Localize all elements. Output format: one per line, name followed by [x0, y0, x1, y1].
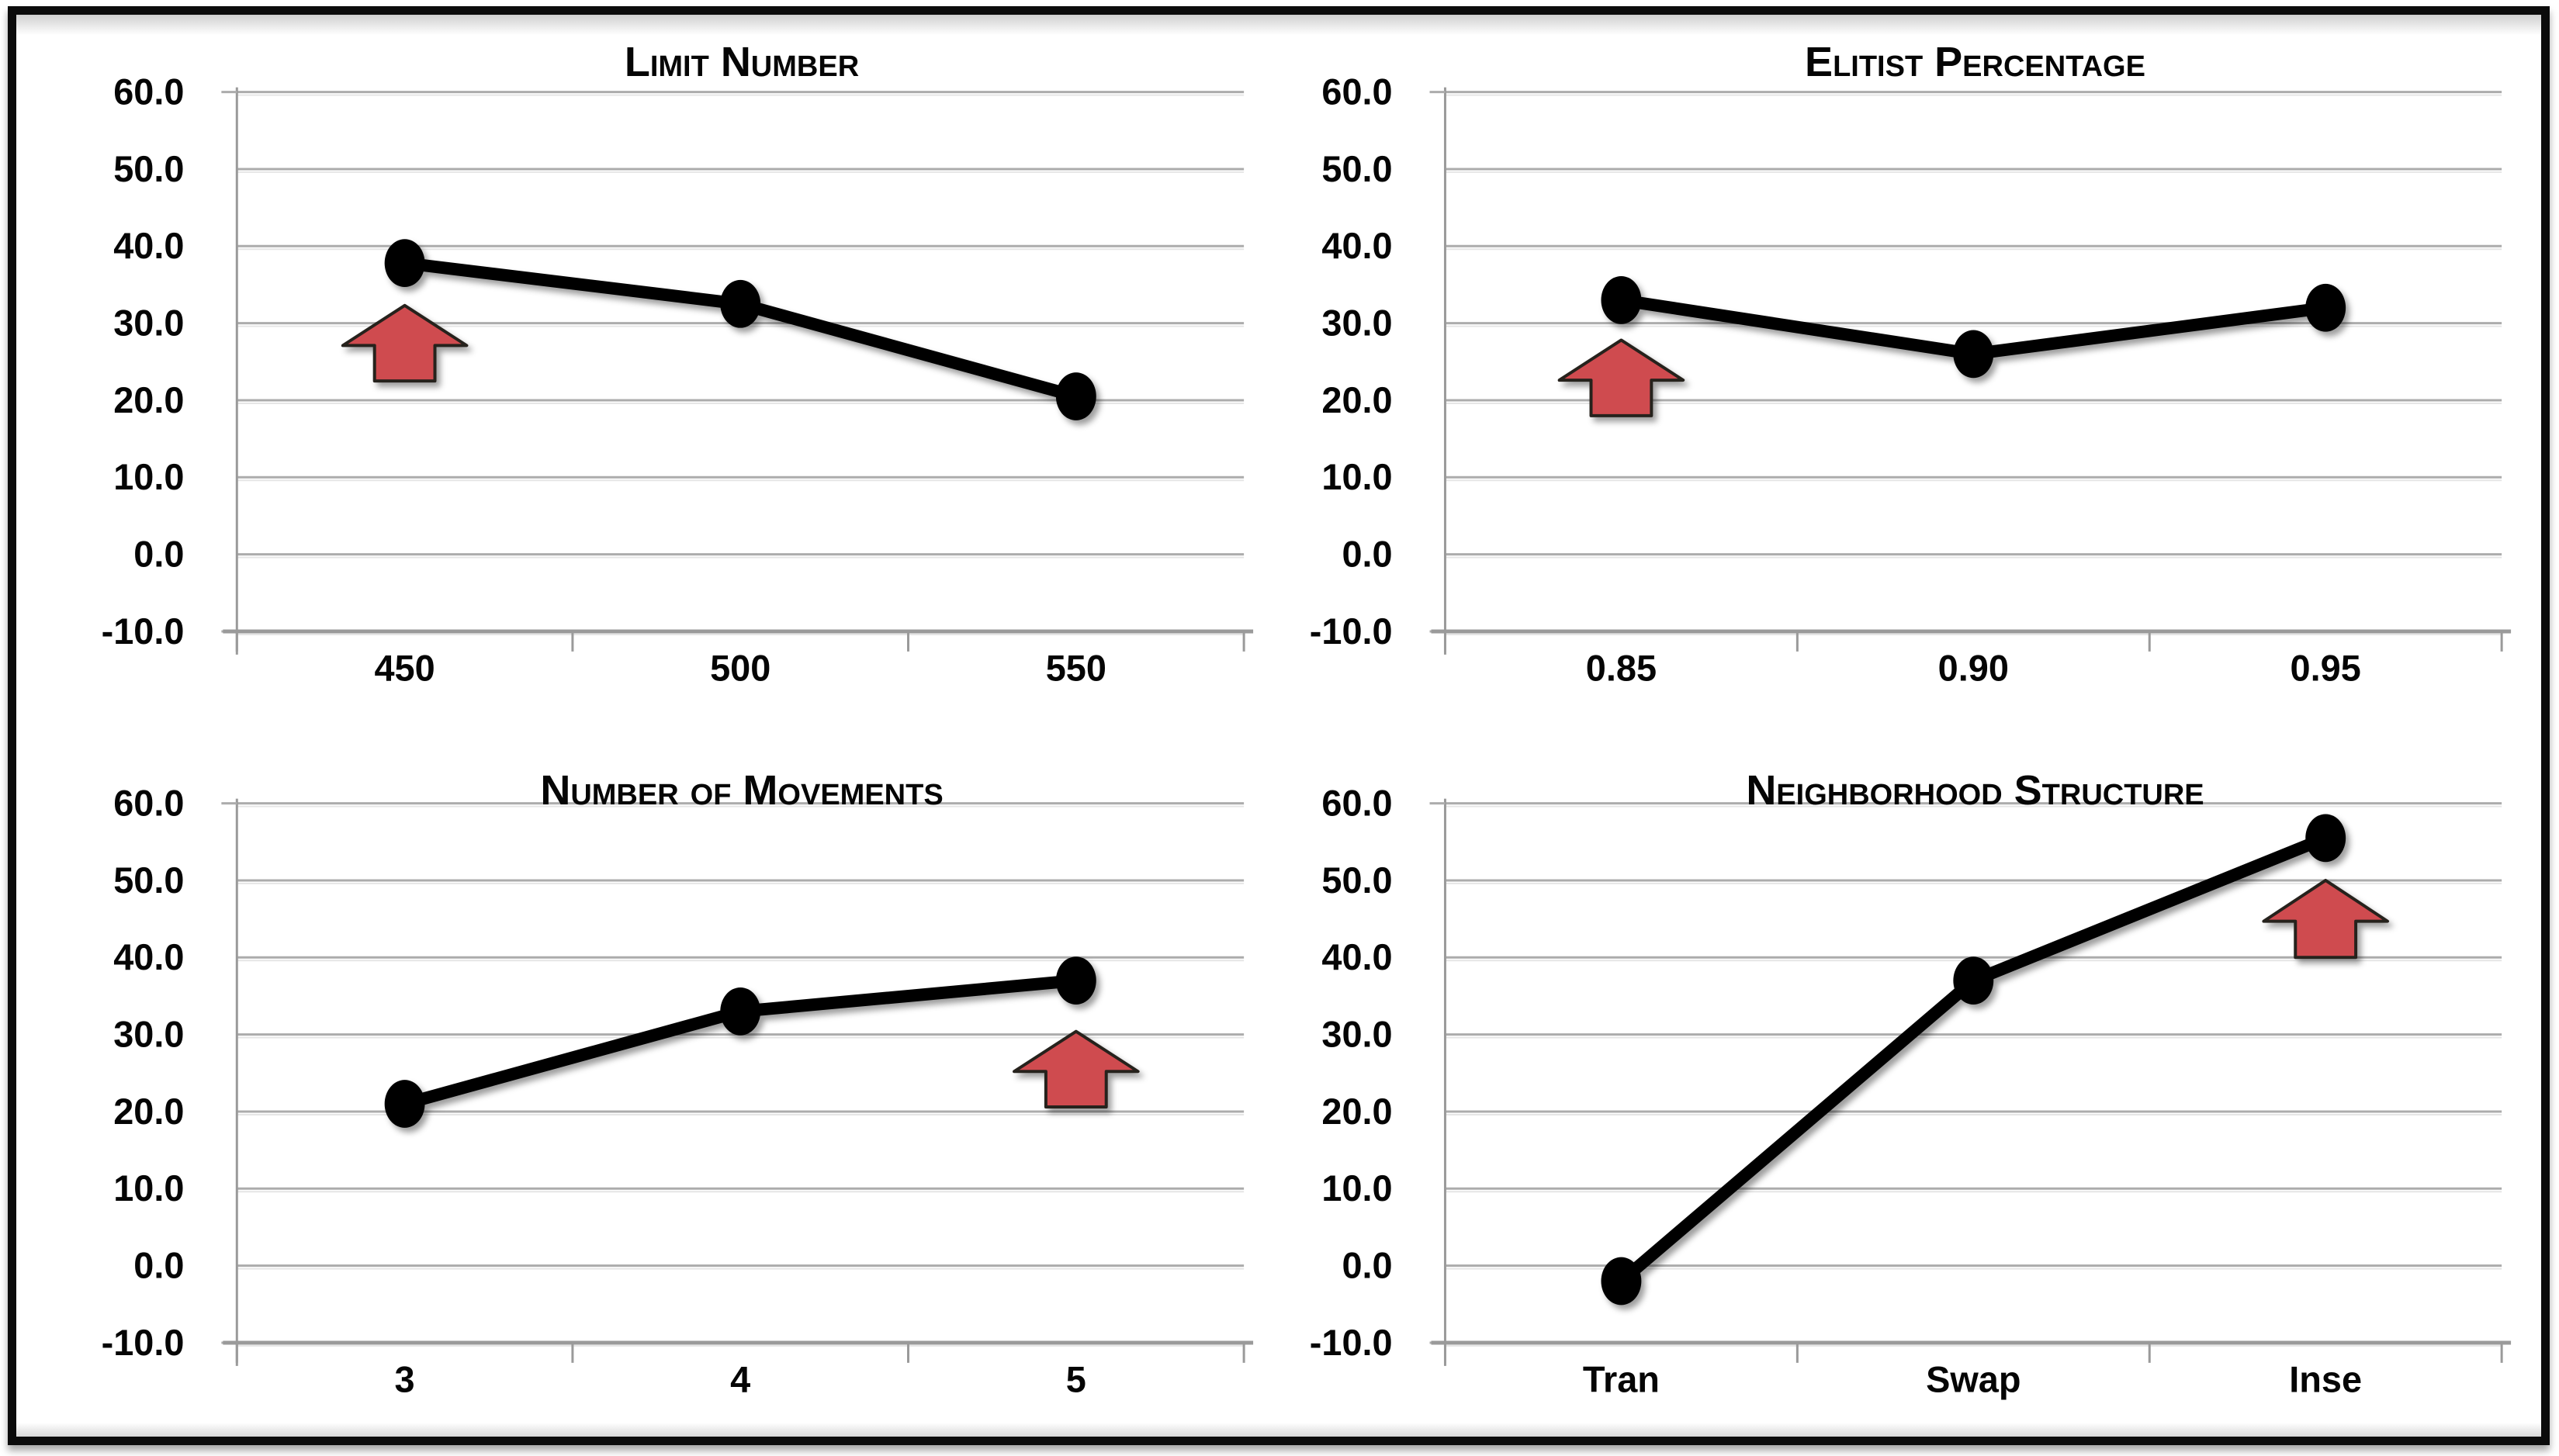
y-tick-label: 10.0: [1321, 1168, 1392, 1209]
chart-elitist-percentage: 60.0 50.0 40.0 30.0 20.0 10.0 0.0 -10.0 0.85 0.90…: [1279, 15, 2541, 726]
chart-title: Neighborhood Structure: [1746, 766, 2204, 814]
chart-limit-number: 60.0 50.0 40.0 30.0 20.0 10.0 0.0 -10.0 450 500 55…: [16, 15, 1279, 726]
x-tick-label: Tran: [1583, 1359, 1660, 1399]
charts-grid: 60.0 50.0 40.0 30.0 20.0 10.0 0.0 -10.0 450 500 55…: [16, 15, 2541, 1437]
y-tick-label: 0.0: [1342, 534, 1392, 575]
y-tick-label: 30.0: [1321, 303, 1392, 344]
chart-title: Elitist Percentage: [1805, 39, 2145, 85]
data-point: [1601, 1257, 1642, 1305]
x-tick-label: 5: [1066, 1359, 1086, 1399]
x-tick-label: 4: [730, 1359, 750, 1399]
x-tick-label: 500: [710, 648, 770, 689]
y-tick-label: 40.0: [113, 937, 184, 977]
y-tick-label: 10.0: [113, 457, 184, 497]
y-tick-label: -10.0: [1310, 611, 1393, 652]
y-tick-label: 30.0: [113, 1014, 184, 1054]
y-tick-label: 40.0: [113, 226, 184, 266]
x-tick-label: 0.95: [2291, 648, 2361, 689]
x-tick-label: 0.85: [1586, 648, 1657, 689]
x-tick-label: Inse: [2289, 1359, 2362, 1399]
data-point: [1055, 956, 1096, 1005]
y-tick-label: -10.0: [102, 611, 185, 652]
y-tick-label: 40.0: [1321, 226, 1392, 266]
outer-frame: 60.0 50.0 40.0 30.0 20.0 10.0 0.0 -10.0 450 500 55…: [8, 6, 2550, 1445]
y-tick-label: -10.0: [1310, 1322, 1393, 1362]
y-tick-label: 60.0: [1321, 72, 1392, 112]
up-arrow-icon: [1013, 1029, 1140, 1108]
chart-number-of-movements: 60.0 50.0 40.0 30.0 20.0 10.0 0.0 -10.0 3 4 5 Numb…: [16, 726, 1279, 1437]
y-tick-label: 50.0: [113, 859, 184, 900]
y-tick-label: 10.0: [113, 1168, 184, 1209]
data-series: [1601, 813, 2346, 1305]
data-point: [720, 279, 761, 328]
chart-plot-elitist-percentage: 60.0 50.0 40.0 30.0 20.0 10.0 0.0 -10.0 0.85 0.90…: [1310, 72, 2512, 689]
y-tick-label: 20.0: [1321, 1091, 1392, 1131]
x-tick-label: 0.90: [1938, 648, 2009, 689]
chart-plot-number-of-movements: 60.0 50.0 40.0 30.0 20.0 10.0 0.0 -10.0 3 4 5: [102, 783, 1254, 1399]
data-point: [1601, 275, 1642, 324]
data-point: [1055, 372, 1096, 420]
data-point: [1953, 330, 1994, 379]
up-arrow-icon: [341, 303, 469, 383]
y-tick-label: 40.0: [1321, 937, 1392, 977]
data-point: [720, 987, 761, 1036]
x-tick-label: 3: [395, 1359, 415, 1399]
y-tick-label: 20.0: [1321, 380, 1392, 420]
up-arrow-icon: [2262, 878, 2389, 959]
y-tick-label: 50.0: [1321, 859, 1392, 900]
y-tick-label: 60.0: [113, 72, 184, 112]
data-point: [384, 239, 425, 288]
y-tick-label: 20.0: [113, 380, 184, 420]
data-series: [384, 239, 1096, 420]
chart-plot-neighborhood-structure: 60.0 50.0 40.0 30.0 20.0 10.0 0.0 -10.0 Tran Swap…: [1310, 783, 2512, 1399]
y-tick-label: 30.0: [113, 303, 184, 344]
x-tick-label: 450: [374, 648, 435, 689]
x-tick-label: Swap: [1926, 1359, 2021, 1399]
y-tick-label: 30.0: [1321, 1014, 1392, 1054]
up-arrow-icon: [1557, 338, 1685, 417]
data-series: [1601, 275, 2346, 379]
y-tick-label: 50.0: [113, 149, 184, 189]
data-series: [384, 956, 1096, 1128]
data-point: [1953, 956, 1994, 1005]
chart-neighborhood-structure: 60.0 50.0 40.0 30.0 20.0 10.0 0.0 -10.0 Tran Swap…: [1279, 726, 2541, 1437]
chart-title: Limit Number: [624, 39, 860, 85]
x-tick-label: 550: [1046, 648, 1106, 689]
data-line: [1615, 831, 2332, 1287]
y-tick-label: -10.0: [102, 1322, 185, 1362]
y-tick-label: 60.0: [1321, 783, 1392, 823]
y-tick-label: 0.0: [133, 534, 184, 575]
y-tick-label: 0.0: [1342, 1245, 1392, 1285]
chart-title: Number of Movements: [540, 766, 944, 814]
chart-plot-limit-number: 60.0 50.0 40.0 30.0 20.0 10.0 0.0 -10.0 450 500 55…: [102, 72, 1254, 689]
data-point: [384, 1079, 425, 1128]
y-tick-label: 60.0: [113, 783, 184, 823]
y-tick-label: 50.0: [1321, 149, 1392, 189]
data-point: [2305, 813, 2346, 862]
y-tick-label: 20.0: [113, 1091, 184, 1131]
y-tick-label: 0.0: [133, 1245, 184, 1285]
data-point: [2305, 283, 2346, 332]
y-tick-label: 10.0: [1321, 457, 1392, 497]
